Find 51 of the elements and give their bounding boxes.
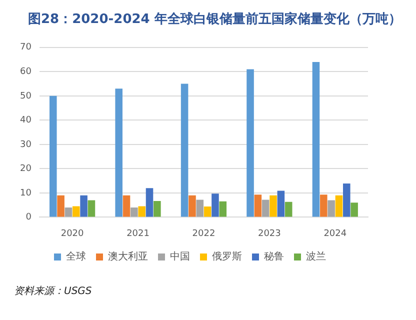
- bar: [57, 195, 64, 217]
- x-tick-label: 2020: [60, 228, 84, 239]
- bar: [350, 202, 358, 217]
- y-tick-label: 0: [26, 212, 32, 223]
- bar: [115, 88, 122, 217]
- bar: [50, 96, 57, 217]
- bar: [343, 183, 350, 217]
- y-tick-label: 20: [20, 164, 32, 174]
- bar: [188, 195, 196, 217]
- y-tick-label: 10: [20, 188, 32, 198]
- chart-title: 图28：2020-2024 年全球白银储量前五国家储量变化（万吨）: [27, 10, 402, 29]
- x-tick-label: 2022: [192, 228, 216, 239]
- y-tick-label: 40: [20, 116, 32, 126]
- bar: [277, 190, 285, 217]
- bar: [138, 206, 146, 217]
- text: 资料来源：USGS: [13, 284, 93, 298]
- bar: [204, 206, 212, 217]
- legend-label: 中国: [170, 250, 190, 263]
- legend-label: 秘鲁: [264, 250, 284, 263]
- x-tick-label: 2024: [324, 228, 347, 239]
- bar: [80, 195, 88, 217]
- y-tick-label: 60: [20, 67, 32, 77]
- legend-label: 澳大利亚: [108, 250, 148, 263]
- bar: [246, 69, 254, 217]
- bar: [219, 201, 227, 217]
- bar: [270, 195, 277, 217]
- bar: [146, 188, 154, 217]
- legend-label: 俄罗斯: [212, 250, 242, 263]
- bar: [154, 200, 161, 217]
- bar: [196, 200, 204, 217]
- legend-label: 全球: [66, 250, 86, 263]
- bar: [212, 194, 219, 217]
- x-tick-label: 2023: [258, 228, 281, 239]
- bar: [254, 194, 262, 217]
- bar: [130, 207, 138, 217]
- bar: [180, 84, 188, 217]
- bar: [335, 195, 343, 217]
- bar: [262, 200, 270, 217]
- x-tick-label: 2021: [126, 228, 150, 239]
- bar: [320, 194, 328, 217]
- bar: [122, 195, 130, 217]
- bar: [88, 200, 96, 217]
- bar: [284, 202, 292, 217]
- legend-label: 波兰: [306, 250, 326, 263]
- y-tick-label: 50: [20, 91, 32, 102]
- bar: [72, 206, 80, 217]
- bar: [312, 62, 320, 217]
- y-tick-label: 70: [20, 42, 32, 53]
- y-tick-label: 30: [20, 140, 32, 150]
- bar: [64, 207, 72, 217]
- bar: [328, 200, 335, 217]
